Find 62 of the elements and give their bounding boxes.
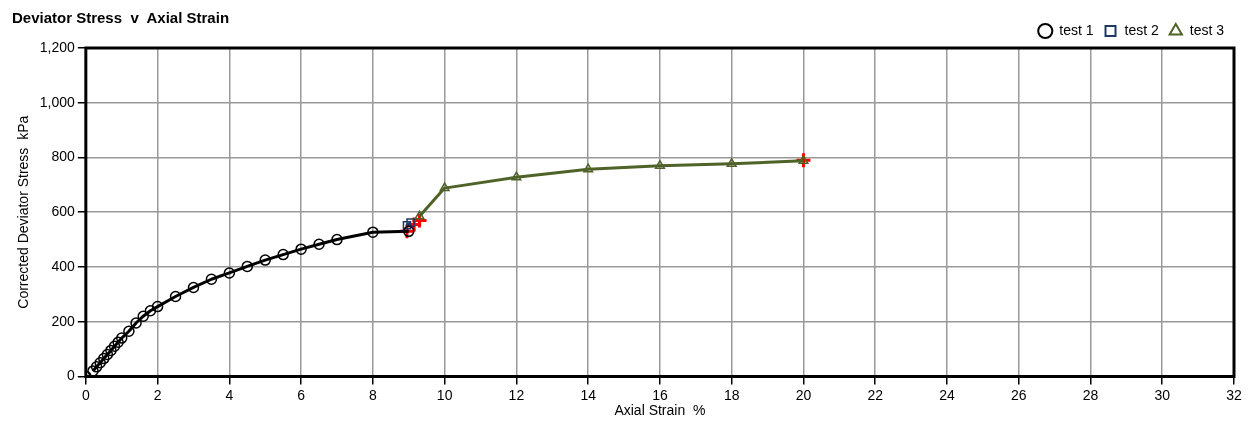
point	[241, 260, 254, 273]
point	[112, 336, 124, 348]
point	[108, 340, 121, 353]
x-tick-label: 0	[81, 386, 90, 403]
legend-label: test 2	[1124, 21, 1159, 38]
legend-label: test 1	[1059, 21, 1094, 38]
point	[130, 317, 142, 329]
x-tick-label: 24	[939, 386, 955, 403]
x-tick-label: 4	[225, 386, 234, 403]
y-tick-label: 1,000	[39, 93, 76, 110]
x-axis-title: Axial Strain %	[614, 402, 706, 419]
point	[414, 210, 425, 220]
x-tick-label: 26	[1010, 386, 1027, 403]
chart-title: Deviator Stress v Axial Strain	[12, 9, 230, 27]
point	[105, 344, 117, 357]
y-tick-label: 0	[67, 367, 76, 384]
point	[583, 163, 594, 173]
y-axis-title: Corrected Deviator Stress kPa	[15, 115, 32, 309]
point	[137, 310, 149, 322]
x-tick-label: 8	[368, 386, 377, 403]
point	[654, 159, 665, 169]
point	[403, 225, 415, 238]
point	[144, 304, 157, 317]
point	[726, 158, 737, 168]
point	[259, 254, 271, 266]
x-tick-label: 6	[297, 386, 306, 403]
y-tick-label: 400	[51, 257, 76, 274]
point	[331, 233, 343, 246]
point	[169, 290, 182, 303]
point	[313, 238, 325, 250]
x-tick-label: 18	[723, 386, 740, 403]
point	[115, 332, 128, 344]
point	[151, 300, 164, 313]
point	[511, 171, 522, 181]
point	[123, 325, 135, 337]
y-tick-label: 600	[51, 203, 76, 220]
point	[94, 356, 106, 369]
y-tick-label: 200	[51, 312, 76, 329]
legend-label: test 3	[1189, 21, 1225, 38]
point	[223, 267, 236, 279]
point	[101, 348, 114, 361]
point	[439, 182, 450, 192]
point	[90, 361, 103, 373]
x-tick-label: 20	[795, 386, 812, 403]
x-tick-label: 28	[1082, 386, 1099, 403]
point	[205, 273, 218, 285]
y-tick-label: 1,200	[39, 38, 76, 55]
point	[277, 248, 289, 261]
point	[367, 226, 379, 238]
x-tick-label: 12	[508, 386, 525, 403]
x-tick-label: 10	[436, 386, 453, 403]
x-tick-label: 16	[652, 386, 668, 403]
point	[98, 352, 110, 365]
x-tick-label: 30	[1154, 386, 1171, 403]
y-tick-label: 800	[51, 148, 76, 165]
point	[798, 155, 809, 164]
point	[295, 243, 307, 255]
x-tick-label: 2	[153, 386, 162, 403]
x-tick-label: 22	[867, 386, 884, 403]
x-tick-label: 14	[580, 386, 597, 403]
x-tick-label: 32	[1226, 386, 1242, 403]
point	[187, 281, 200, 294]
